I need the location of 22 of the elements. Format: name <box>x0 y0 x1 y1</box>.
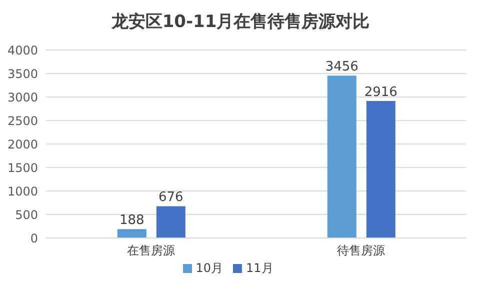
y-tick-label: 3500 <box>7 66 38 81</box>
y-tick-label: 1500 <box>7 160 38 175</box>
data-label: 2916 <box>364 84 398 100</box>
data-label: 676 <box>158 190 184 206</box>
bar <box>156 206 186 238</box>
y-tick-label: 4000 <box>7 43 38 58</box>
legend-label: 10月 <box>196 261 223 275</box>
y-tick-label: 1000 <box>7 184 38 198</box>
data-label: 188 <box>119 213 144 228</box>
x-tick-label: 待售房源 <box>337 244 385 258</box>
x-tick-label: 在售房源 <box>127 244 175 258</box>
y-tick-label: 500 <box>15 208 38 222</box>
y-tick-label: 0 <box>30 231 38 246</box>
bar <box>366 100 396 238</box>
bar <box>117 229 146 238</box>
y-tick-label: 2000 <box>7 137 38 152</box>
bar <box>327 76 356 238</box>
chart-title: 龙安区10-11月在售待售房源对比 <box>110 11 371 34</box>
y-tick-label: 2500 <box>7 114 38 128</box>
y-tick-label: 3000 <box>7 90 38 104</box>
data-label: 3456 <box>325 60 358 75</box>
legend-label: 11月 <box>246 261 274 275</box>
